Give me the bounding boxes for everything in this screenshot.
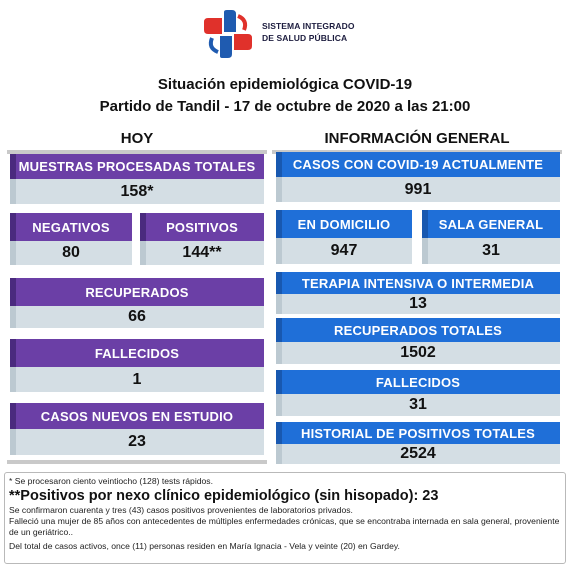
historial-value: 2524 xyxy=(276,444,560,464)
muestras-card: MUESTRAS PROCESADAS TOTALES 158* xyxy=(10,154,264,204)
fallecidos-hoy-value: 1 xyxy=(10,367,264,392)
historial-label: HISTORIAL DE POSITIVOS TOTALES xyxy=(276,422,560,444)
positivos-label: POSITIVOS xyxy=(140,213,264,241)
terapia-label: TERAPIA INTENSIVA O INTERMEDIA xyxy=(276,272,560,294)
sala-general-value: 31 xyxy=(422,238,560,264)
recuperados-totales-value: 1502 xyxy=(276,342,560,364)
recuperados-totales-label: RECUPERADOS TOTALES xyxy=(276,318,560,342)
logo-line-2: DE SALUD PÚBLICA xyxy=(262,33,348,43)
hoy-bottom-divider xyxy=(7,460,267,464)
muestras-label: MUESTRAS PROCESADAS TOTALES xyxy=(10,154,264,179)
positivos-card: POSITIVOS 144** xyxy=(140,213,264,265)
negativos-value: 80 xyxy=(10,241,132,265)
fallecidos-hoy-label: FALLECIDOS xyxy=(10,339,264,367)
general-heading: INFORMACIÓN GENERAL xyxy=(324,130,510,147)
terapia-value: 13 xyxy=(276,294,560,314)
domicilio-value: 947 xyxy=(276,238,412,264)
page-title: Situación epidemiológica COVID-19 xyxy=(157,76,413,93)
casos-actuales-value: 991 xyxy=(276,177,560,202)
negativos-label: NEGATIVOS xyxy=(10,213,132,241)
note-nexo-clinico: **Positivos por nexo clínico epidemiológ… xyxy=(9,488,439,504)
casos-nuevos-value: 23 xyxy=(10,429,264,455)
historial-card: HISTORIAL DE POSITIVOS TOTALES 2524 xyxy=(276,422,560,464)
terapia-card: TERAPIA INTENSIVA O INTERMEDIA 13 xyxy=(276,272,560,314)
note-death: Falleció una mujer de 85 años con antece… xyxy=(9,516,560,537)
note-rapid-tests: * Se procesaron ciento veintiocho (128) … xyxy=(9,476,213,486)
casos-nuevos-label: CASOS NUEVOS EN ESTUDIO xyxy=(10,403,264,429)
domicilio-card: EN DOMICILIO 947 xyxy=(276,210,412,264)
recuperados-card: RECUPERADOS 66 xyxy=(10,278,264,328)
recuperados-value: 66 xyxy=(10,306,264,328)
fallecidos-general-label: FALLECIDOS xyxy=(276,370,560,394)
casos-actuales-card: CASOS CON COVID-19 ACTUALMENTE 991 xyxy=(276,152,560,202)
domicilio-label: EN DOMICILIO xyxy=(276,210,412,238)
logo-text: SISTEMA INTEGRADO DE SALUD PÚBLICA xyxy=(262,20,355,44)
sala-general-label: SALA GENERAL xyxy=(422,210,560,238)
recuperados-totales-card: RECUPERADOS TOTALES 1502 xyxy=(276,318,560,364)
negativos-card: NEGATIVOS 80 xyxy=(10,213,132,265)
casos-nuevos-card: CASOS NUEVOS EN ESTUDIO 23 xyxy=(10,403,264,455)
recuperados-label: RECUPERADOS xyxy=(10,278,264,306)
fallecidos-general-value: 31 xyxy=(276,394,560,416)
muestras-value: 158* xyxy=(10,179,264,204)
hoy-divider xyxy=(7,150,267,154)
logo-line-1: SISTEMA INTEGRADO xyxy=(262,21,355,31)
positivos-value: 144** xyxy=(140,241,264,265)
note-active-locations: Del total de casos activos, once (11) pe… xyxy=(9,541,400,551)
casos-actuales-label: CASOS CON COVID-19 ACTUALMENTE xyxy=(276,152,560,177)
hoy-heading: HOY xyxy=(120,130,154,147)
note-private-labs: Se confirmaron cuarenta y tres (43) caso… xyxy=(9,505,353,515)
fallecidos-general-card: FALLECIDOS 31 xyxy=(276,370,560,416)
health-cross-logo-icon xyxy=(204,10,252,58)
fallecidos-hoy-card: FALLECIDOS 1 xyxy=(10,339,264,392)
page-subtitle: Partido de Tandil - 17 de octubre de 202… xyxy=(99,98,471,115)
notes-box: * Se procesaron ciento veintiocho (128) … xyxy=(4,472,566,564)
sala-general-card: SALA GENERAL 31 xyxy=(422,210,560,264)
logo: SISTEMA INTEGRADO DE SALUD PÚBLICA xyxy=(200,8,370,60)
